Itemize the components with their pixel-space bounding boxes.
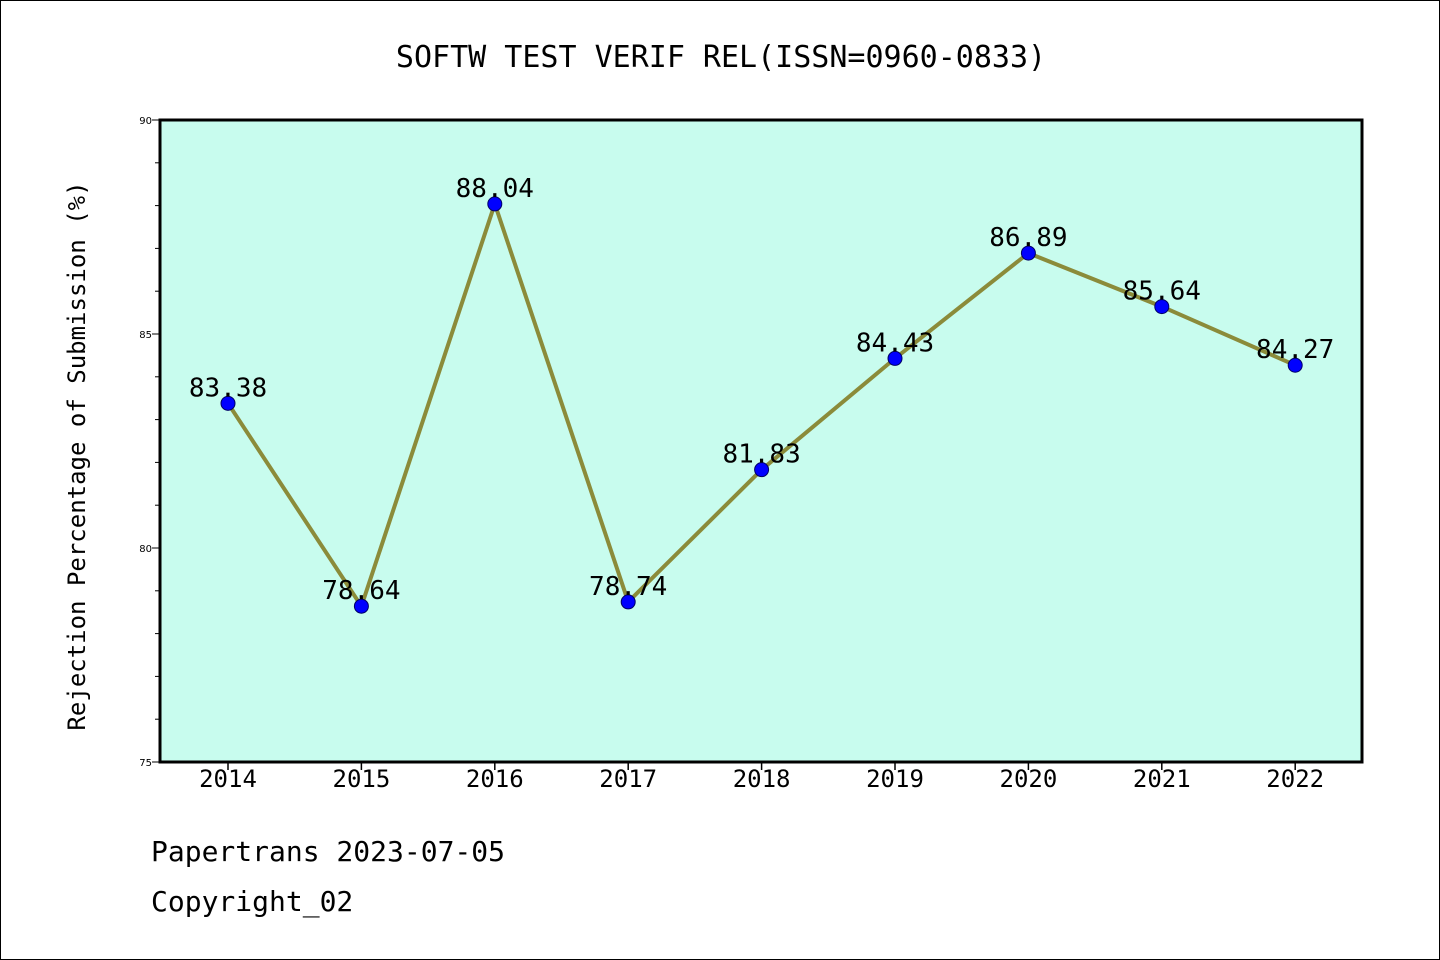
x-tick-label: 2016 [466,765,524,793]
x-tick-label: 2022 [1266,765,1324,793]
data-point [487,196,503,212]
data-label: 78.74 [589,572,667,602]
x-tick-label: 2018 [733,765,791,793]
data-point [620,594,636,610]
data-label: 86.89 [989,223,1067,253]
data-point [1287,357,1303,373]
plot-area [158,118,1364,764]
data-label: 84.27 [1256,335,1334,365]
x-tick-label: 2021 [1133,765,1191,793]
y-axis-label: Rejection Percentage of Submission (%) [63,181,91,730]
y-tick-label: 75 [139,758,152,769]
y-tick-label: 80 [139,544,152,555]
data-point [887,350,903,366]
data-points [220,196,1303,614]
data-point [1020,245,1036,261]
data-label: 84.43 [856,328,934,358]
data-label: 85.64 [1123,277,1201,307]
data-point [754,462,770,478]
data-labels: 83.38 78.64 88.04 78.74 81.83 84.43 86.89 85.64… [189,174,1334,606]
axis-ticks: 75 80 85 90 2014 2015 2016 2017 2018 2019 2020 2021… [139,116,1324,793]
y-tick-label: 85 [139,330,152,341]
x-tick-label: 2015 [333,765,391,793]
x-tick-label: 2019 [866,765,924,793]
data-label: 88.04 [456,174,534,204]
data-point [1154,299,1170,315]
footer-date: Papertrans 2023-07-05 [151,835,506,868]
data-point [353,598,369,614]
data-point [220,395,236,411]
x-tick-label: 2020 [1000,765,1058,793]
chart-title: SOFTW TEST VERIF REL(ISSN=0960-0833) [396,40,1046,75]
data-label: 81.83 [722,440,800,470]
data-label: 83.38 [189,373,267,403]
footer-copyright: Copyright_02 [151,885,354,918]
x-tick-label: 2017 [599,765,657,793]
x-tick-label: 2014 [199,765,257,793]
y-tick-label: 90 [139,116,152,127]
data-label: 78.64 [322,576,400,606]
